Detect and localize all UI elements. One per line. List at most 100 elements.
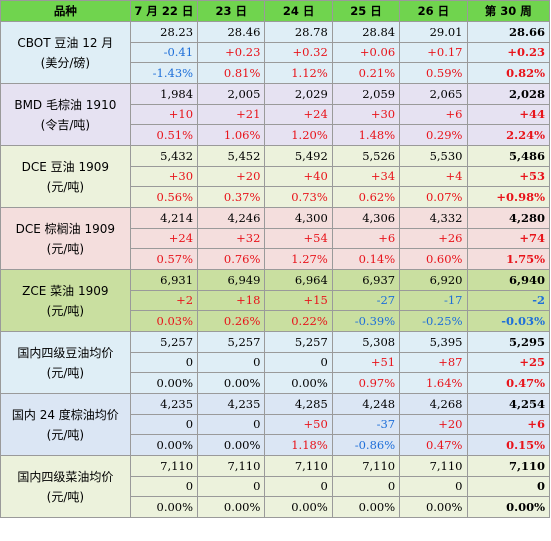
pct-cell: 0.00%: [197, 372, 266, 394]
price-cell: 5,257: [264, 331, 333, 353]
price-cell: 7,110: [331, 455, 401, 477]
pct-cell: 0.14%: [331, 248, 401, 270]
table-row: +24 +32 +54 +6 +26 +74: [0, 228, 550, 249]
change-cell: +0.17: [399, 42, 468, 63]
change-cell: +24: [129, 228, 199, 249]
price-cell: 6,931: [129, 269, 199, 291]
table-row: 0 0 0 +51 +87 +25: [0, 352, 550, 373]
change-cell: +6: [399, 104, 468, 125]
product-name: 国内 24 度棕油均价: [11, 407, 119, 422]
price-cell: 5,530: [399, 145, 468, 167]
price-cell: 2,029: [264, 83, 333, 105]
pct-cell: 2.24%: [466, 124, 550, 146]
table-row: 国内四级豆油均价 (元/吨) 5,257 5,257 5,257 5,308 5,395 5,…: [0, 331, 550, 394]
price-cell: 28.78: [264, 21, 333, 43]
table-row: 0.00% 0.00% 0.00% 0.97% 1.64% 0.47%: [0, 372, 550, 394]
pct-cell: -0.86%: [331, 434, 401, 456]
change-cell: -2: [466, 290, 550, 311]
change-cell: +34: [331, 166, 401, 187]
table-row: DCE 豆油 1909 (元/吨) 5,432 5,452 5,492 5,526 5,53…: [0, 145, 550, 208]
pct-cell: -0.25%: [399, 310, 468, 332]
pct-cell: 0.26%: [197, 310, 266, 332]
change-cell: +0.23: [197, 42, 266, 63]
change-cell: +24: [264, 104, 333, 125]
pct-cell: 0.56%: [129, 186, 199, 208]
pct-cell: 0.51%: [129, 124, 199, 146]
pct-cell: 0.57%: [129, 248, 199, 270]
pct-cell: 1.64%: [399, 372, 468, 394]
header-date-1: 7 月 22 日: [129, 0, 199, 22]
price-cell: 4,306: [331, 207, 401, 229]
change-cell: -27: [331, 290, 401, 311]
pct-cell: 1.18%: [264, 434, 333, 456]
price-cell: 28.23: [129, 21, 199, 43]
table-row: ZCE 菜油 1909 (元/吨) 6,931 6,949 6,964 6,937 6,92…: [0, 269, 550, 332]
change-cell: 0: [197, 476, 266, 497]
price-cell: 5,395: [399, 331, 468, 353]
pct-cell: 1.06%: [197, 124, 266, 146]
change-cell: +0.32: [264, 42, 333, 63]
price-cell: 7,110: [197, 455, 266, 477]
pct-cell: -0.39%: [331, 310, 401, 332]
change-cell: +54: [264, 228, 333, 249]
pct-cell: 0.73%: [264, 186, 333, 208]
pct-cell: +0.98%: [466, 186, 550, 208]
price-cell: 28.66: [466, 21, 550, 43]
pct-cell: 0.00%: [197, 434, 266, 456]
pct-cell: 0.00%: [399, 496, 468, 518]
product-name: CBOT 豆油 12 月: [17, 35, 114, 50]
change-cell: +32: [197, 228, 266, 249]
price-cell: 4,280: [466, 207, 550, 229]
price-cell: 6,949: [197, 269, 266, 291]
change-cell: +30: [129, 166, 199, 187]
change-cell: +0.06: [331, 42, 401, 63]
change-cell: -37: [331, 414, 401, 435]
pct-cell: 0.59%: [399, 62, 468, 84]
change-cell: 0: [197, 414, 266, 435]
product-name-cell: 国内 24 度棕油均价 (元/吨): [0, 393, 131, 456]
change-cell: 0: [197, 352, 266, 373]
change-cell: 0: [331, 476, 401, 497]
change-cell: 0: [129, 352, 199, 373]
product-unit: (元/吨): [46, 365, 85, 380]
change-cell: +6: [331, 228, 401, 249]
change-cell: 0: [264, 352, 333, 373]
product-name: BMD 毛棕油 1910: [14, 97, 117, 112]
table-body: CBOT 豆油 12 月 (美分/磅) 28.23 28.46 28.78 28.84 29…: [0, 21, 550, 518]
header-name: 品种: [0, 0, 131, 22]
change-cell: +44: [466, 104, 550, 125]
product-unit: (美分/磅): [40, 55, 91, 70]
price-cell: 4,285: [264, 393, 333, 415]
change-cell: +18: [197, 290, 266, 311]
pct-cell: 0.00%: [129, 496, 199, 518]
product-name: DCE 棕榈油 1909: [15, 221, 116, 236]
header-date-2: 23 日: [197, 0, 266, 22]
price-cell: 4,235: [197, 393, 266, 415]
price-cell: 5,257: [129, 331, 199, 353]
table-row: 0.03% 0.26% 0.22% -0.39% -0.25% -0.03%: [0, 310, 550, 332]
price-cell: 5,526: [331, 145, 401, 167]
table-row: 0.00% 0.00% 0.00% 0.00% 0.00% 0.00%: [0, 496, 550, 518]
change-cell: +0.23: [466, 42, 550, 63]
price-cell: 2,005: [197, 83, 266, 105]
change-cell: 0: [466, 476, 550, 497]
table-row: 0 0 +50 -37 +20 +6: [0, 414, 550, 435]
change-cell: +51: [331, 352, 401, 373]
pct-cell: 0.21%: [331, 62, 401, 84]
price-cell: 7,110: [129, 455, 199, 477]
pct-cell: 0.47%: [466, 372, 550, 394]
change-cell: +15: [264, 290, 333, 311]
product-unit: (元/吨): [46, 303, 85, 318]
pct-cell: 1.27%: [264, 248, 333, 270]
table-row: 0.00% 0.00% 1.18% -0.86% 0.47% 0.15%: [0, 434, 550, 456]
price-cell: 5,432: [129, 145, 199, 167]
change-cell: +4: [399, 166, 468, 187]
price-cell: 6,937: [331, 269, 401, 291]
pct-cell: 0.00%: [466, 496, 550, 518]
pct-cell: 1.12%: [264, 62, 333, 84]
header-date-4: 25 日: [331, 0, 401, 22]
product-name: ZCE 菜油 1909: [22, 283, 109, 298]
table-row: DCE 棕榈油 1909 (元/吨) 4,214 4,246 4,300 4,306 4,3…: [0, 207, 550, 270]
price-cell: 1,984: [129, 83, 199, 105]
pct-cell: 0.00%: [264, 372, 333, 394]
